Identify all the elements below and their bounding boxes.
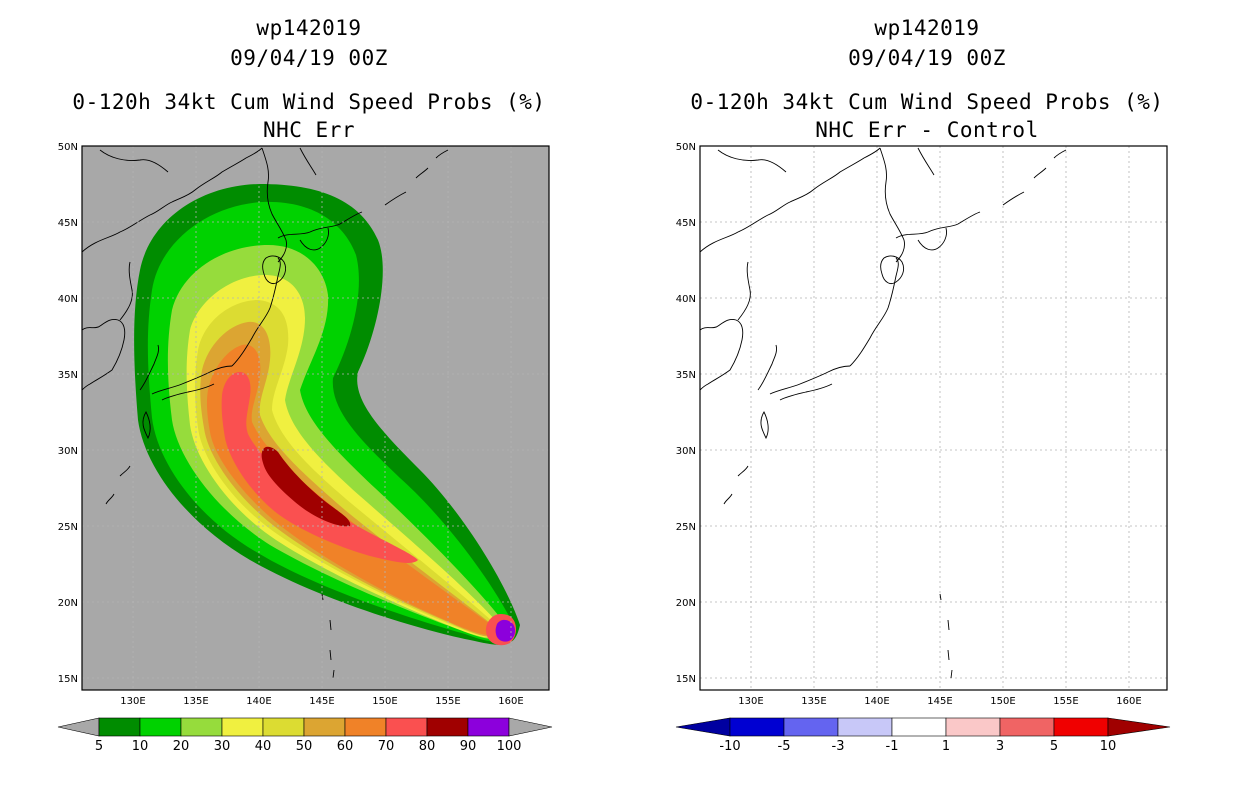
colorbar: [57, 717, 553, 737]
lat-label: 40N: [58, 294, 78, 305]
lon-label: 140E: [246, 696, 271, 707]
lat-label: 40N: [676, 294, 696, 305]
colorbar-swatch: [139, 717, 182, 737]
colorbar-swatch: [303, 717, 346, 737]
lat-label: 45N: [676, 218, 696, 229]
product-title: 0-120h 34kt Cum Wind Speed Probs (%): [690, 90, 1164, 114]
colorbar-label: 80: [419, 739, 436, 754]
run-title: NHC Err - Control: [815, 118, 1039, 142]
colorbar-end-high: [1107, 717, 1171, 737]
grid-lines: [700, 146, 1167, 690]
colorbar-swatch: [221, 717, 264, 737]
lat-label: 30N: [676, 446, 696, 457]
colorbar-label: 3: [996, 739, 1004, 754]
grid-lines: [82, 146, 549, 690]
colorbar-swatch: [426, 717, 469, 737]
lat-label: 45N: [58, 218, 78, 229]
colorbar-end-low: [675, 717, 731, 737]
lon-label: 155E: [1053, 696, 1078, 707]
colorbar-label: 10: [1100, 739, 1117, 754]
map-background: [700, 146, 1167, 690]
colorbar-swatch: [344, 717, 387, 737]
lat-label: 35N: [676, 370, 696, 381]
lon-label: 135E: [183, 696, 208, 707]
lon-label: 145E: [309, 696, 334, 707]
datetime-title: 09/04/19 00Z: [848, 46, 1006, 70]
product-title: 0-120h 34kt Cum Wind Speed Probs (%): [72, 90, 546, 114]
lon-label: 160E: [1116, 696, 1141, 707]
lon-label: 150E: [990, 696, 1015, 707]
colorbar-label: 10: [132, 739, 149, 754]
lon-label: 145E: [927, 696, 952, 707]
lat-label: 25N: [676, 522, 696, 533]
colorbar-swatch: [467, 717, 510, 737]
colorbar: [675, 717, 1171, 737]
colorbar-swatch: [262, 717, 305, 737]
map-frame: [81, 145, 550, 691]
lon-label: 160E: [498, 696, 523, 707]
colorbar-label: -1: [886, 739, 899, 754]
lat-label: 50N: [58, 142, 78, 153]
lat-label: 25N: [58, 522, 78, 533]
difference-map: 50N 45N 40N 35N 30N 25N 20N 15N 130E 135…: [675, 142, 1171, 754]
colorbar-end-high: [508, 717, 553, 737]
colorbar-label: 100: [497, 739, 522, 754]
coastlines: [82, 147, 449, 679]
lat-label: 20N: [676, 598, 696, 609]
colorbar-swatch: [729, 717, 785, 737]
storm-id-title: wp142019: [874, 16, 980, 40]
right-panel: wp142019 09/04/19 00Z 0-120h 34kt Cum Wi…: [618, 0, 1236, 800]
lon-label: 130E: [738, 696, 763, 707]
left-panel: wp142019 09/04/19 00Z 0-120h 34kt Cum Wi…: [57, 16, 553, 754]
colorbar-swatch: [837, 717, 893, 737]
map-frame: [699, 145, 1168, 691]
probability-map: 50N 45N 40N 35N 30N 25N 20N 15N 130E 135…: [57, 142, 553, 754]
lon-label: 140E: [864, 696, 889, 707]
colorbar-label: -3: [832, 739, 845, 754]
colorbar-swatch: [385, 717, 428, 737]
lon-label: 155E: [435, 696, 460, 707]
colorbar-label: 60: [337, 739, 354, 754]
contour-80: [261, 446, 351, 527]
colorbar-label: 40: [255, 739, 272, 754]
colorbar-label: -5: [778, 739, 791, 754]
colorbar-label: 1: [942, 739, 950, 754]
lat-label: 50N: [676, 142, 696, 153]
colorbar-label: 90: [460, 739, 477, 754]
lat-label: 20N: [58, 598, 78, 609]
storm-id-title: wp142019: [256, 16, 362, 40]
colorbar-label: -10: [719, 739, 740, 754]
colorbar-label: 30: [214, 739, 231, 754]
run-title: NHC Err: [262, 118, 355, 142]
lat-label: 15N: [676, 674, 696, 685]
contour-40: [195, 300, 505, 637]
lon-label: 130E: [120, 696, 145, 707]
lon-label: 135E: [801, 696, 826, 707]
colorbar-swatch: [783, 717, 839, 737]
contour-70: [221, 372, 418, 563]
colorbar-swatch: [999, 717, 1055, 737]
coastlines: [700, 147, 1067, 679]
colorbar-label: 5: [95, 739, 103, 754]
colorbar-swatch: [180, 717, 223, 737]
colorbar-label: 50: [296, 739, 313, 754]
colorbar-label: 70: [378, 739, 395, 754]
probability-contours: [134, 184, 521, 646]
colorbar-swatch: [98, 717, 141, 737]
colorbar-swatch: [1053, 717, 1109, 737]
lat-label: 35N: [58, 370, 78, 381]
lat-label: 30N: [58, 446, 78, 457]
contour-90: [495, 619, 516, 642]
datetime-title: 09/04/19 00Z: [230, 46, 388, 70]
colorbar-swatch: [891, 717, 947, 737]
colorbar-end-low: [57, 717, 100, 737]
colorbar-swatch: [945, 717, 1001, 737]
colorbar-label: 5: [1050, 739, 1058, 754]
colorbar-label: 20: [173, 739, 190, 754]
lon-label: 150E: [372, 696, 397, 707]
lat-label: 15N: [58, 674, 78, 685]
